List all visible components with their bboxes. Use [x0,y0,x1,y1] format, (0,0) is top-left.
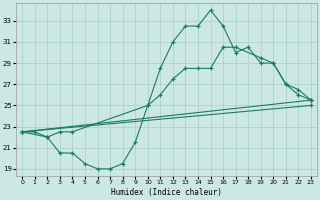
X-axis label: Humidex (Indice chaleur): Humidex (Indice chaleur) [111,188,222,197]
